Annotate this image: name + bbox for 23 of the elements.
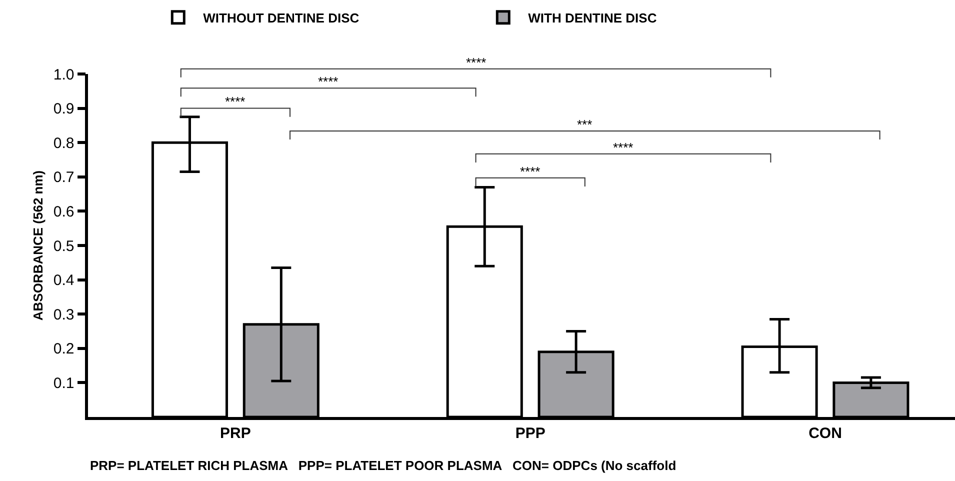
y-tick-label: 0.9 <box>53 100 74 118</box>
y-axis-title: ABSORBANCE (562 nm) <box>30 170 46 321</box>
annotation: **** <box>520 164 540 179</box>
annotation: *** <box>577 117 592 132</box>
text: PRP= PLATELET RICH PLASMA PPP= PLATELET POOR PLASMA CON= ODPCs (No scaffold <box>90 458 676 473</box>
x-tick-label: CON <box>808 424 842 442</box>
y-tick-label: 0.3 <box>53 306 74 324</box>
legend-label: WITH DENTINE DISC <box>528 10 658 26</box>
y-tick-label: 0.8 <box>53 134 74 152</box>
y-tick-label: 0.4 <box>53 272 74 290</box>
y-tick-label: 0.2 <box>53 340 74 358</box>
x-tick-label: PPP <box>515 424 546 442</box>
y-tick-label: 0.6 <box>53 203 74 220</box>
annotation: **** <box>318 74 338 89</box>
text: **** <box>466 55 486 70</box>
annotation: **** <box>613 140 634 155</box>
y-tick-label: 1.0 <box>53 66 74 84</box>
y-tick-label: 0.1 <box>53 374 74 392</box>
annotation: **** <box>225 94 246 109</box>
y-tick-label: 0.5 <box>53 238 74 255</box>
x-tick-label: PRP <box>220 424 251 442</box>
y-tick-label: 0.7 <box>53 169 74 186</box>
legend-label: WITHOUT DENTINE DISC <box>203 10 360 26</box>
